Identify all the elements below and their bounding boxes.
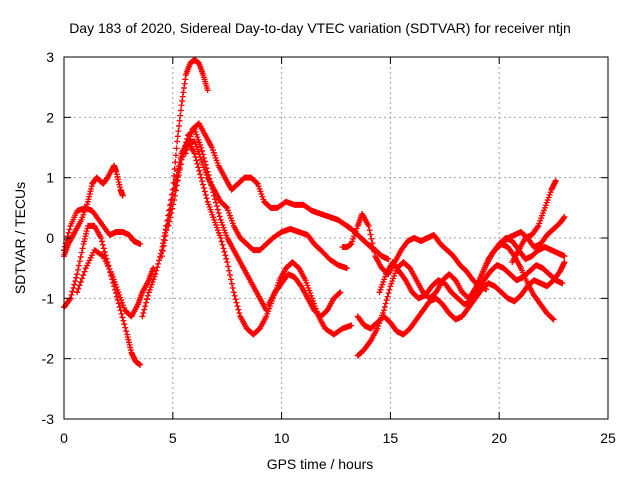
x-axis-label: GPS time / hours: [266, 456, 374, 472]
data-points: [61, 57, 568, 368]
y-tick-label: 2: [46, 109, 54, 125]
series-markers: [158, 138, 355, 338]
series-track-10: [265, 271, 344, 320]
series-markers: [376, 259, 566, 308]
y-tick-label: -2: [42, 351, 55, 367]
series-track-1: [61, 204, 144, 254]
series-markers: [509, 177, 559, 266]
x-tick-label: 5: [169, 430, 177, 446]
series-markers: [182, 120, 392, 263]
series-markers: [61, 204, 144, 254]
series-markers: [61, 222, 144, 368]
series-track-9: [182, 120, 392, 263]
x-tick-label: 25: [600, 430, 616, 446]
y-axis-label: SDTVAR / TECUs: [12, 181, 28, 295]
x-tick-label: 15: [383, 430, 399, 446]
series-track-6: [158, 138, 355, 338]
series-track-3: [61, 222, 144, 368]
x-tick-label: 0: [60, 430, 68, 446]
axis-ticks: [63, 56, 609, 420]
series-markers: [74, 247, 157, 320]
series-track-17: [509, 177, 559, 266]
series-track-14: [376, 259, 566, 308]
x-tick-label: 10: [274, 430, 290, 446]
series-track-8: [171, 138, 350, 272]
series-track-5: [139, 57, 211, 320]
series-track-4: [74, 247, 157, 320]
y-tick-label: 1: [46, 170, 54, 186]
series-markers: [265, 271, 344, 320]
x-tick-label: 20: [491, 430, 507, 446]
y-tick-label: -1: [42, 290, 55, 306]
y-tick-label: -3: [42, 411, 55, 427]
series-markers: [171, 138, 350, 272]
y-tick-label: 0: [46, 230, 54, 246]
y-tick-label: 3: [46, 49, 54, 65]
chart-title: Day 183 of 2020, Sidereal Day-to-day VTE…: [69, 20, 571, 36]
series-markers: [139, 57, 211, 320]
